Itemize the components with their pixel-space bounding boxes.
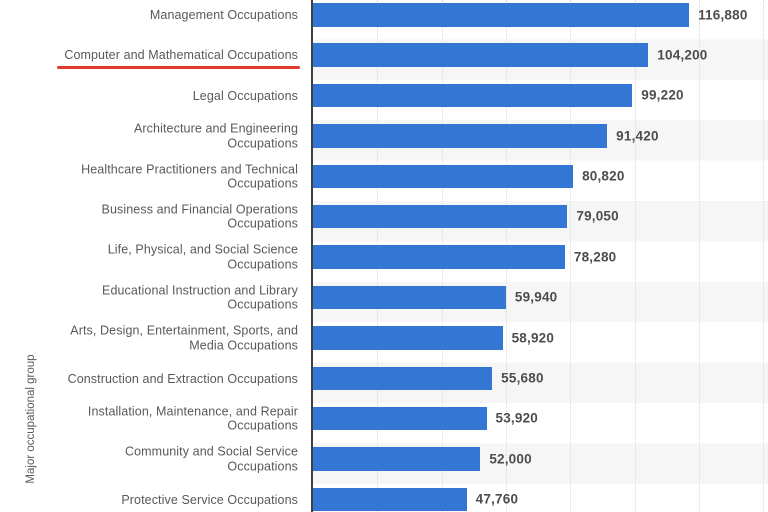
chart-row: Construction and Extraction Occupations 5… (0, 363, 768, 403)
category-label: Community and Social Service Occupations (124, 444, 298, 474)
chart-row: Installation, Maintenance, and Repair Occ… (0, 403, 768, 443)
category-label-cell: Life, Physical, and Social Science Occupa… (0, 241, 313, 281)
gridline (763, 0, 765, 512)
gridline (634, 0, 636, 512)
category-label-cell: Construction and Extraction Occupations (0, 363, 313, 403)
value-label: 59,940 (514, 289, 558, 305)
category-label: Healthcare Practitioners and Technical Oc… (81, 162, 298, 191)
category-label: Educational Instruction and Library Occup… (102, 283, 298, 312)
plot-cell: 59,940 (313, 282, 768, 322)
bar[interactable] (313, 406, 487, 431)
category-label-cell: Computer and Mathematical Occupations (0, 39, 313, 79)
category-label-cell: Management Occupations (0, 0, 313, 39)
chart-row: Computer and Mathematical Occupations 104… (0, 39, 768, 79)
chart-row: Legal Occupations 99,220 (0, 80, 768, 120)
value-label: 104,200 (657, 47, 708, 63)
value-label: 99,220 (641, 87, 684, 103)
category-label-cell: Educational Instruction and Library Occup… (0, 282, 313, 322)
gridline (699, 0, 701, 512)
category-label-cell: Healthcare Practitioners and Technical Oc… (0, 161, 313, 201)
plot-cell: 99,220 (313, 80, 768, 120)
gridline (570, 0, 572, 512)
value-label: 91,420 (616, 128, 659, 144)
value-label: 80,820 (582, 168, 625, 184)
chart-row: Life, Physical, and Social Science Occupa… (0, 241, 768, 281)
category-label: Protective Service Occupations (121, 492, 298, 507)
value-label: 53,920 (495, 410, 538, 426)
bar[interactable] (313, 326, 503, 350)
value-label: 79,050 (576, 208, 619, 224)
chart-row: Educational Instruction and Library Occup… (0, 282, 768, 322)
chart-row: Arts, Design, Entertainment, Sports, and… (0, 322, 768, 362)
plot-cell: 55,680 (313, 363, 768, 403)
category-label: Arts, Design, Entertainment, Sports, and… (70, 323, 298, 353)
chart-row: Business and Financial Operations Occupat… (0, 201, 768, 241)
chart-row: Architecture and Engineering Occupations 9… (0, 120, 768, 160)
plot-cell: 52,000 (313, 443, 768, 483)
plot-cell: 53,920 (313, 403, 768, 443)
category-label-cell: Community and Social Service Occupations (0, 443, 313, 483)
chart-row: Healthcare Practitioners and Technical Oc… (0, 161, 768, 201)
bar[interactable] (313, 245, 565, 269)
plot-cell: 58,920 (313, 322, 768, 362)
category-label: Construction and Extraction Occupations (67, 371, 298, 386)
plot-cell: 79,050 (313, 201, 768, 241)
category-label: Computer and Mathematical Occupations (64, 48, 298, 63)
bar[interactable] (313, 366, 493, 391)
plot-cell: 47,760 (313, 484, 768, 512)
highlight-underline (57, 66, 300, 70)
value-label: 52,000 (489, 451, 532, 467)
category-label-cell: Arts, Design, Entertainment, Sports, and… (0, 322, 313, 362)
category-label: Architecture and Engineering Occupations (133, 121, 298, 151)
category-label-cell: Business and Financial Operations Occupat… (0, 201, 313, 241)
bar[interactable] (313, 447, 481, 471)
plot-cell: 80,820 (313, 161, 768, 201)
plot-cell: 104,200 (313, 39, 768, 79)
bar[interactable] (313, 285, 506, 310)
plot-cell: 78,280 (313, 241, 768, 281)
bar[interactable] (313, 487, 467, 512)
value-label: 55,680 (501, 370, 544, 386)
category-label: Management Occupations (149, 7, 298, 22)
bar[interactable] (313, 83, 633, 108)
y-axis-line (311, 0, 313, 512)
chart-row: Community and Social Service Occupations 5… (0, 443, 768, 483)
category-label-cell: Protective Service Occupations (0, 484, 313, 512)
value-label: 47,760 (475, 491, 519, 507)
bar[interactable] (313, 124, 608, 148)
value-label: 116,880 (698, 7, 748, 22)
value-label: 58,920 (511, 330, 555, 346)
bar[interactable] (313, 164, 574, 189)
bar[interactable] (313, 204, 568, 229)
plot-cell: 116,880 (313, 0, 768, 39)
category-label: Life, Physical, and Social Science Occupa… (107, 242, 298, 272)
category-label: Business and Financial Operations Occupat… (101, 202, 298, 231)
category-label: Installation, Maintenance, and Repair Occ… (87, 404, 298, 433)
bar[interactable] (313, 43, 649, 67)
value-label: 78,280 (573, 249, 617, 265)
category-label-cell: Installation, Maintenance, and Repair Occ… (0, 403, 313, 443)
chart-row: Management Occupations 116,880 (0, 0, 768, 39)
category-label-cell: Legal Occupations (0, 80, 313, 120)
category-label-cell: Architecture and Engineering Occupations (0, 120, 313, 160)
chart-row: Protective Service Occupations 47,760 (0, 484, 768, 512)
category-label: Legal Occupations (192, 88, 298, 103)
plot-cell: 91,420 (313, 120, 768, 160)
bar[interactable] (313, 3, 690, 27)
